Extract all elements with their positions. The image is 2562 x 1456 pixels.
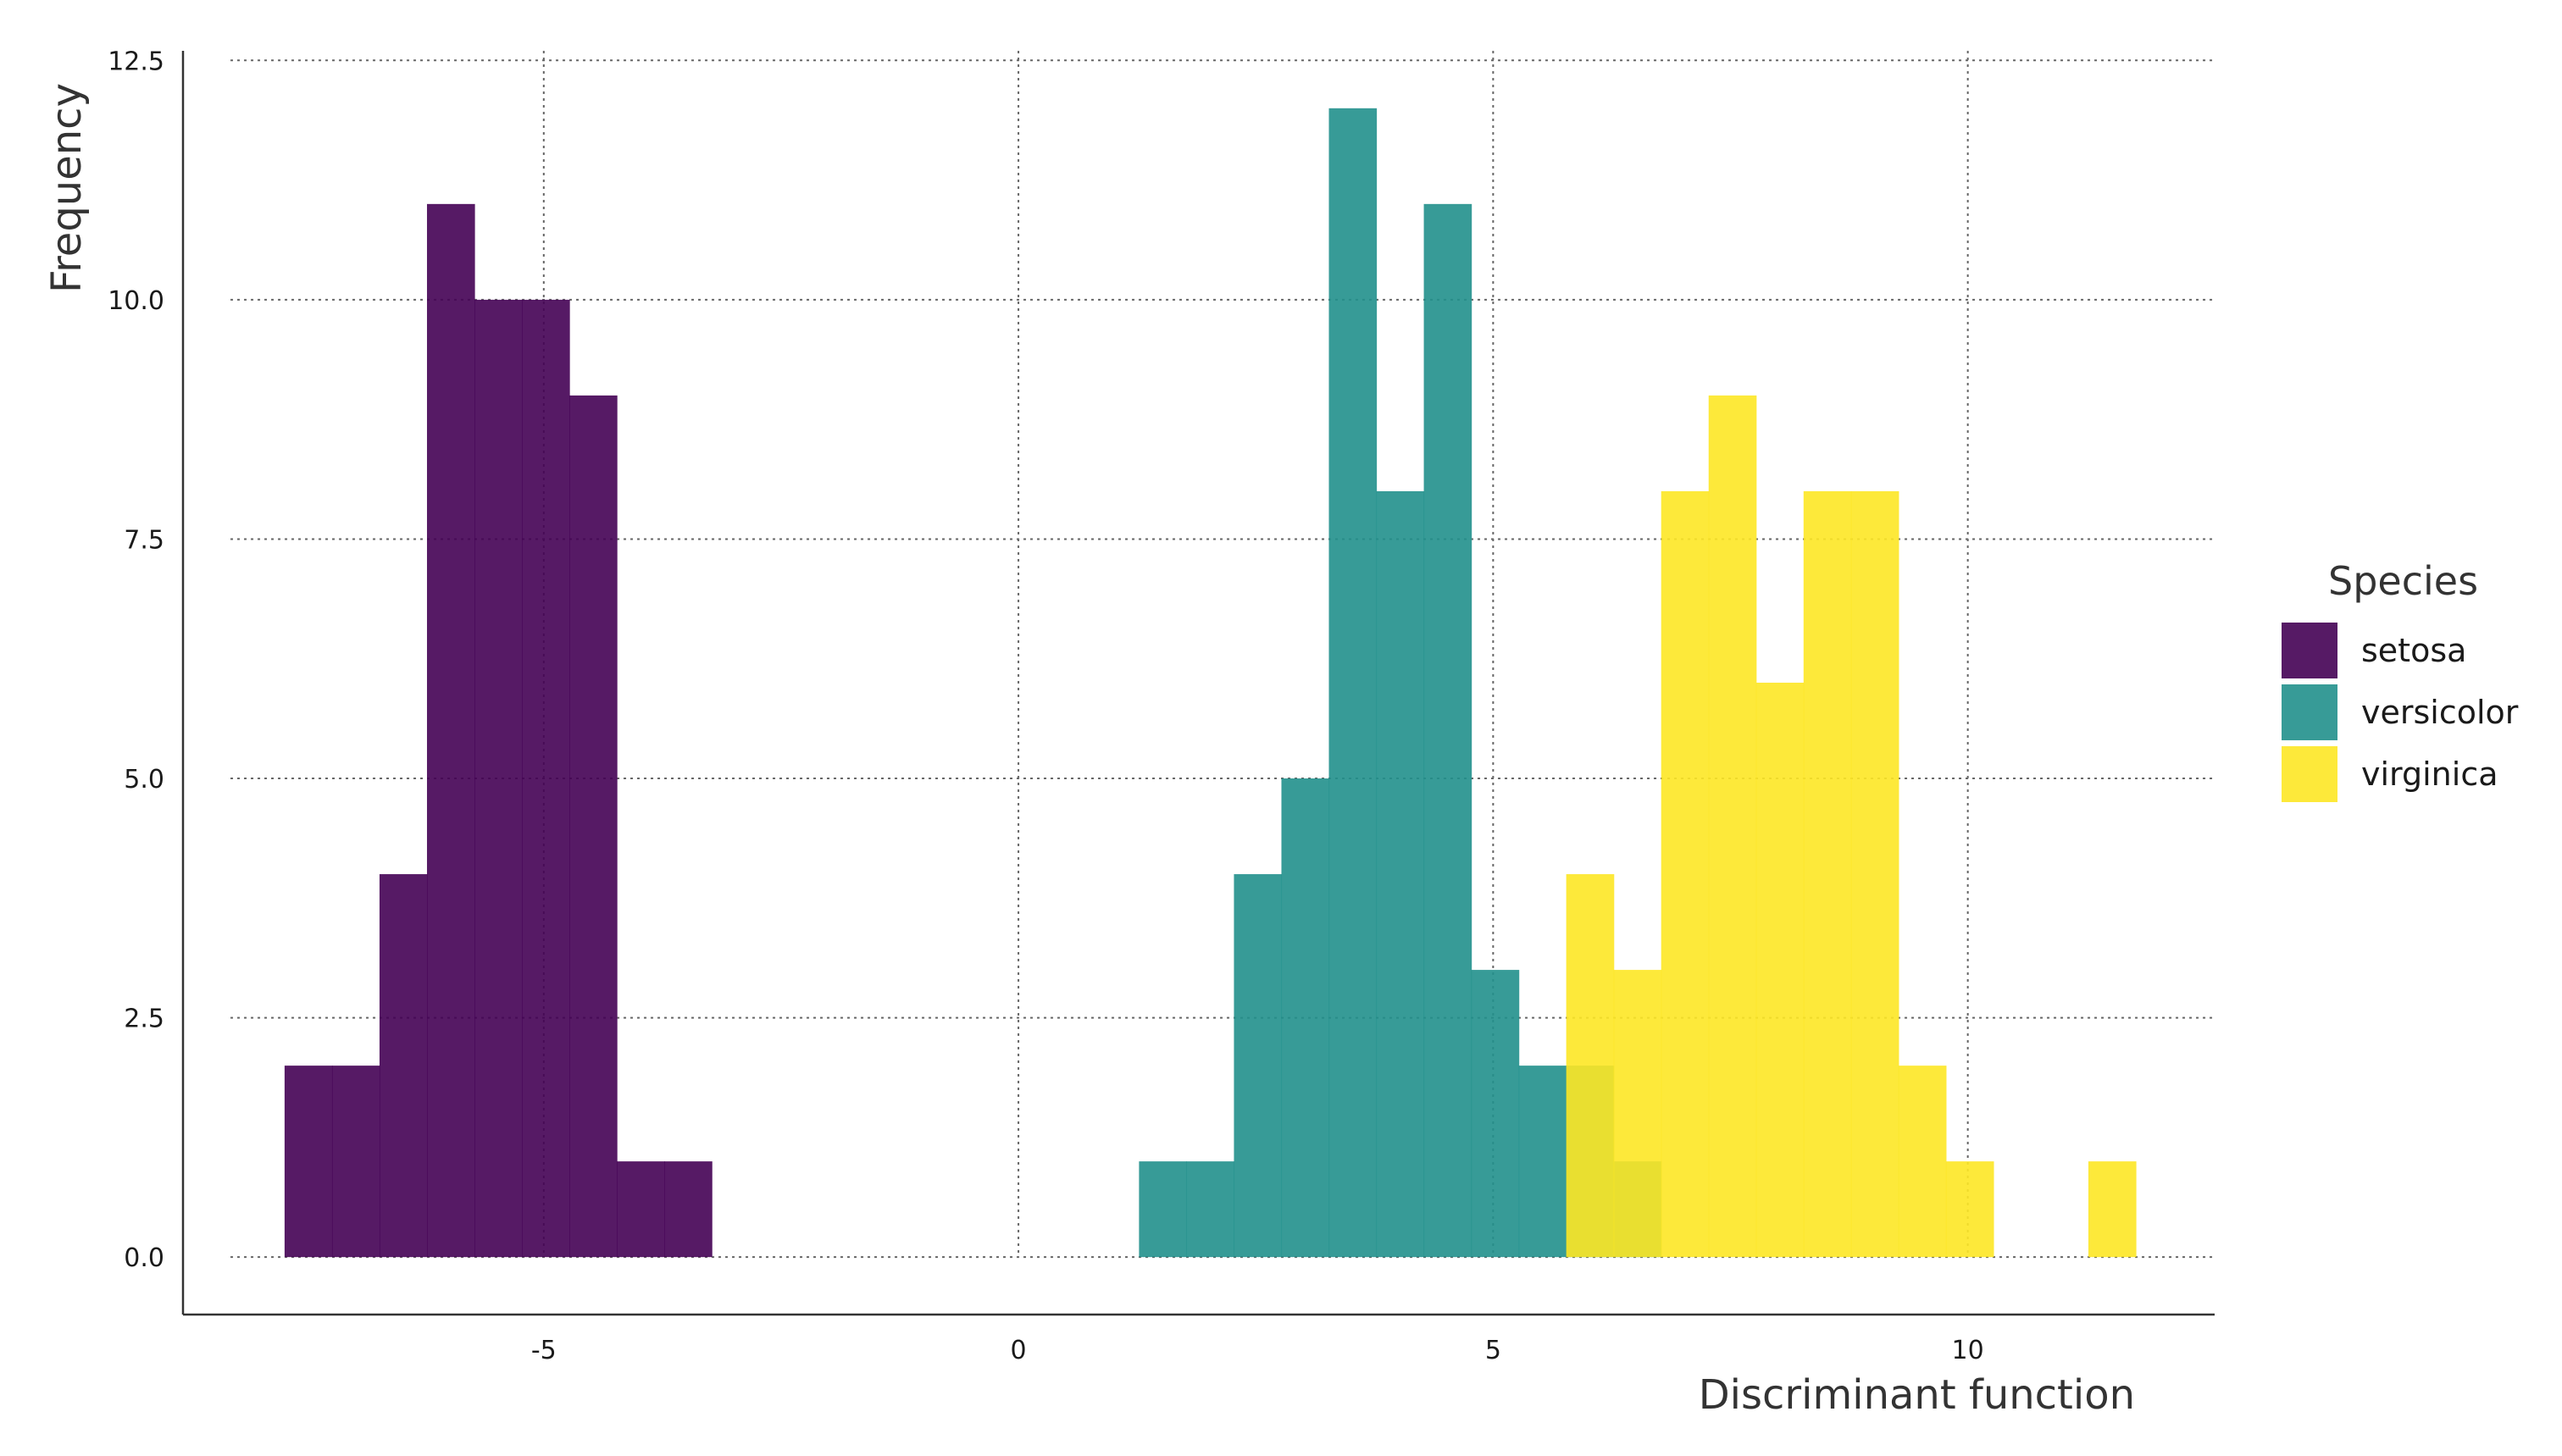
histogram-bar-versicolor <box>1139 1161 1188 1258</box>
histogram-bar-virginica <box>2088 1161 2137 1258</box>
histogram-bar-setosa <box>426 203 475 1258</box>
legend: Species setosa versicolor virginica <box>2282 558 2519 802</box>
histogram-bar-virginica <box>1803 490 1852 1258</box>
histogram-bar-versicolor <box>1518 1066 1567 1258</box>
histogram-bar-virginica <box>1708 395 1757 1258</box>
y-tick-label: 7.5 <box>124 525 164 555</box>
histogram-bar-setosa <box>664 1161 713 1258</box>
x-tick-label: -5 <box>531 1336 557 1365</box>
histogram-bar-virginica <box>1755 683 1805 1258</box>
histogram-bar-versicolor <box>1186 1161 1235 1258</box>
y-tick-label: 2.5 <box>124 1005 164 1034</box>
tick-labels: 0.0 2.5 5.0 7.5 10.0 12.5 -5 0 5 10 <box>108 47 1984 1365</box>
histogram-bar-virginica <box>1613 970 1662 1258</box>
x-axis-title: Discriminant function <box>1699 1371 2135 1419</box>
y-tick-label: 5.0 <box>124 765 164 794</box>
y-tick-label: 0.0 <box>124 1243 164 1273</box>
legend-swatch-setosa <box>2282 623 2337 678</box>
histogram-bars <box>284 108 2137 1258</box>
histogram-bar-setosa <box>522 299 570 1258</box>
series-virginica <box>1566 395 2137 1258</box>
histogram-bar-setosa <box>617 1161 665 1258</box>
y-tick-label: 12.5 <box>108 47 164 76</box>
histogram-bar-virginica <box>1566 874 1615 1258</box>
legend-swatch-virginica <box>2282 746 2337 802</box>
axes <box>181 51 2215 1316</box>
x-tick-label: 10 <box>1952 1336 1984 1365</box>
x-tick-label: 5 <box>1485 1336 1501 1365</box>
legend-label-virginica: virginica <box>2361 756 2498 793</box>
histogram-bar-virginica <box>1850 490 1899 1258</box>
x-tick-label: 0 <box>1011 1336 1027 1365</box>
histogram-bar-setosa <box>284 1066 333 1258</box>
histogram-bar-versicolor <box>1328 108 1378 1258</box>
histogram-bar-versicolor <box>1281 778 1330 1258</box>
histogram-bar-virginica <box>1898 1066 1947 1258</box>
histogram-bar-versicolor <box>1234 874 1283 1258</box>
histogram-bar-setosa <box>569 395 618 1258</box>
series-setosa <box>284 203 713 1258</box>
y-tick-label: 10.0 <box>108 286 164 316</box>
histogram-bar-versicolor <box>1376 490 1425 1258</box>
histogram-bar-setosa <box>379 874 428 1258</box>
legend-swatch-versicolor <box>2282 684 2337 740</box>
legend-label-setosa: setosa <box>2361 632 2466 669</box>
legend-label-versicolor: versicolor <box>2361 694 2519 731</box>
histogram-bar-setosa <box>331 1066 380 1258</box>
histogram-bar-virginica <box>1661 490 1710 1258</box>
histogram-bar-versicolor <box>1471 970 1520 1258</box>
legend-title: Species <box>2328 558 2478 604</box>
y-axis-title: Frequency <box>43 83 91 293</box>
histogram-bar-versicolor <box>1423 203 1472 1258</box>
histogram-bar-setosa <box>474 299 523 1258</box>
series-versicolor <box>1139 108 1662 1258</box>
histogram-bar-virginica <box>1945 1161 1994 1258</box>
legend-items: setosa versicolor virginica <box>2282 623 2519 802</box>
